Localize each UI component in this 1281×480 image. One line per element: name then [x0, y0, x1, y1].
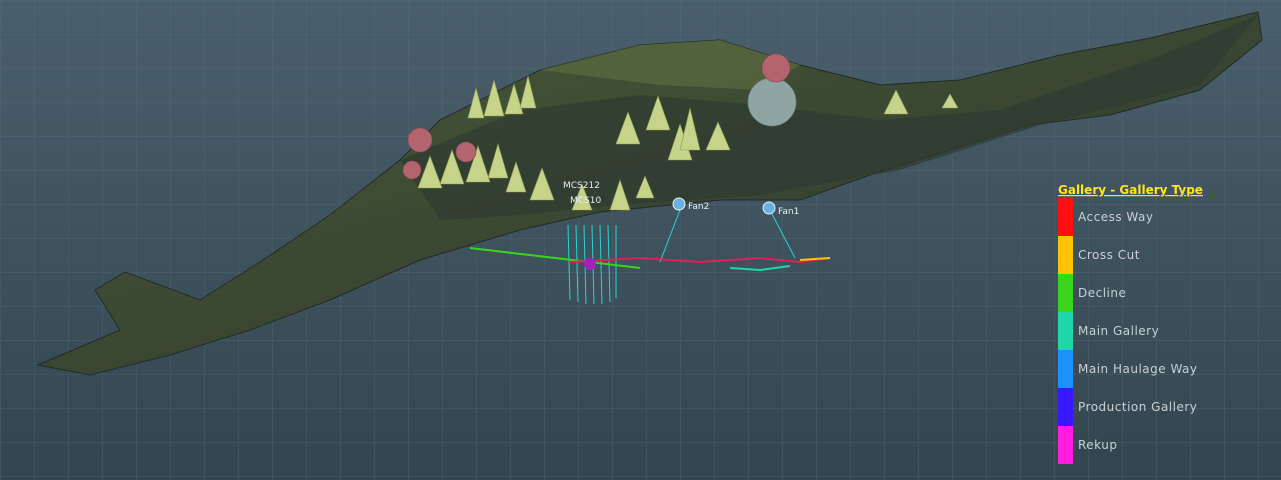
- scene-label: MCS212: [563, 181, 600, 191]
- scene-labels: MCS212 MCS10 Fan2 Fan1: [563, 181, 799, 217]
- scene-label: MCS10: [570, 196, 601, 206]
- legend-swatch: [1058, 388, 1073, 426]
- scene-label: Fan2: [688, 202, 709, 212]
- legend-label: Main Haulage Way: [1078, 362, 1198, 376]
- legend-swatch: [1058, 198, 1073, 236]
- legend-swatch: [1058, 350, 1073, 388]
- legend-label: Production Gallery: [1078, 400, 1197, 414]
- scene-label: Fan1: [778, 207, 799, 217]
- legend-label: Access Way: [1078, 210, 1153, 224]
- legend-label: Rekup: [1078, 438, 1117, 452]
- legend: Gallery - Gallery Type Access Way Cross C…: [1058, 183, 1203, 464]
- legend-swatch: [1058, 312, 1073, 350]
- legend-label: Main Gallery: [1078, 324, 1159, 338]
- mine-galleries: [469, 197, 831, 305]
- legend-label: Cross Cut: [1078, 248, 1140, 262]
- legend-swatch: [1058, 274, 1073, 312]
- legend-title: Gallery - Gallery Type: [1058, 183, 1203, 197]
- legend-swatch: [1058, 426, 1073, 464]
- legend-label: Decline: [1078, 286, 1126, 300]
- trees: [402, 53, 959, 211]
- legend-swatch: [1058, 236, 1073, 274]
